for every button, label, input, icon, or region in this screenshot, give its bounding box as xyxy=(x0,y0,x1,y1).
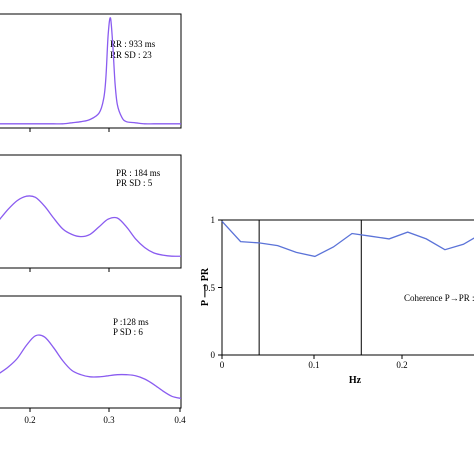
panel-pr-annotation-1: PR : 184 ms xyxy=(116,168,161,178)
panel-coherence-ytick-label: 1 xyxy=(211,215,216,225)
panel-rr-frame xyxy=(0,13,182,129)
panel-rr-annotation-1: RR : 933 ms xyxy=(110,39,156,49)
panel-coherence-xtick-label: 0 xyxy=(220,360,225,370)
panel-pr-frame xyxy=(0,154,182,269)
panel-p-annotation-2: P SD : 6 xyxy=(113,327,143,337)
panel-coherence-ytick-label: 0.5 xyxy=(204,283,216,293)
panel-pr-annotation-2: PR SD : 5 xyxy=(116,178,153,188)
panel-coherence-xlabel: Hz xyxy=(349,375,362,386)
panel-rr-annotation-2: RR SD : 23 xyxy=(110,50,152,60)
panel-rr: RR : 933 ms RR SD : 23 xyxy=(0,13,182,132)
panel-p-series-line xyxy=(0,334,182,400)
panel-rr-series-line xyxy=(0,17,181,125)
panel-coherence-annotation: Coherence P→PR : 0 xyxy=(404,293,474,303)
panel-p-xtick-label: 0.3 xyxy=(103,415,115,425)
panel-coherence-xtick-label: 0.1 xyxy=(308,360,319,370)
panel-coherence: Coherence P→PR : 0 1 0.5 0 0 0.1 0.2 Hz … xyxy=(200,215,474,386)
panel-coherence-xtick-label: 0.2 xyxy=(396,360,407,370)
panel-pr: PR : 184 ms PR SD : 5 xyxy=(0,154,182,272)
panel-p-xtick-label: 0.2 xyxy=(24,415,35,425)
panel-coherence-ytick-label: 0 xyxy=(211,350,216,360)
panel-coherence-series-line xyxy=(221,220,474,258)
panel-coherence-ylabel: P ⟶ PR xyxy=(200,267,211,306)
panel-p-frame xyxy=(0,295,182,409)
panel-p-annotation-1: P :128 ms xyxy=(113,317,149,327)
panel-p-xtick-label: 0.4 xyxy=(174,415,186,425)
panel-coherence-frame xyxy=(221,219,474,356)
panel-p: P :128 ms P SD : 6 0.2 0.3 0.4 xyxy=(0,295,186,425)
panel-pr-series-line xyxy=(0,195,182,257)
